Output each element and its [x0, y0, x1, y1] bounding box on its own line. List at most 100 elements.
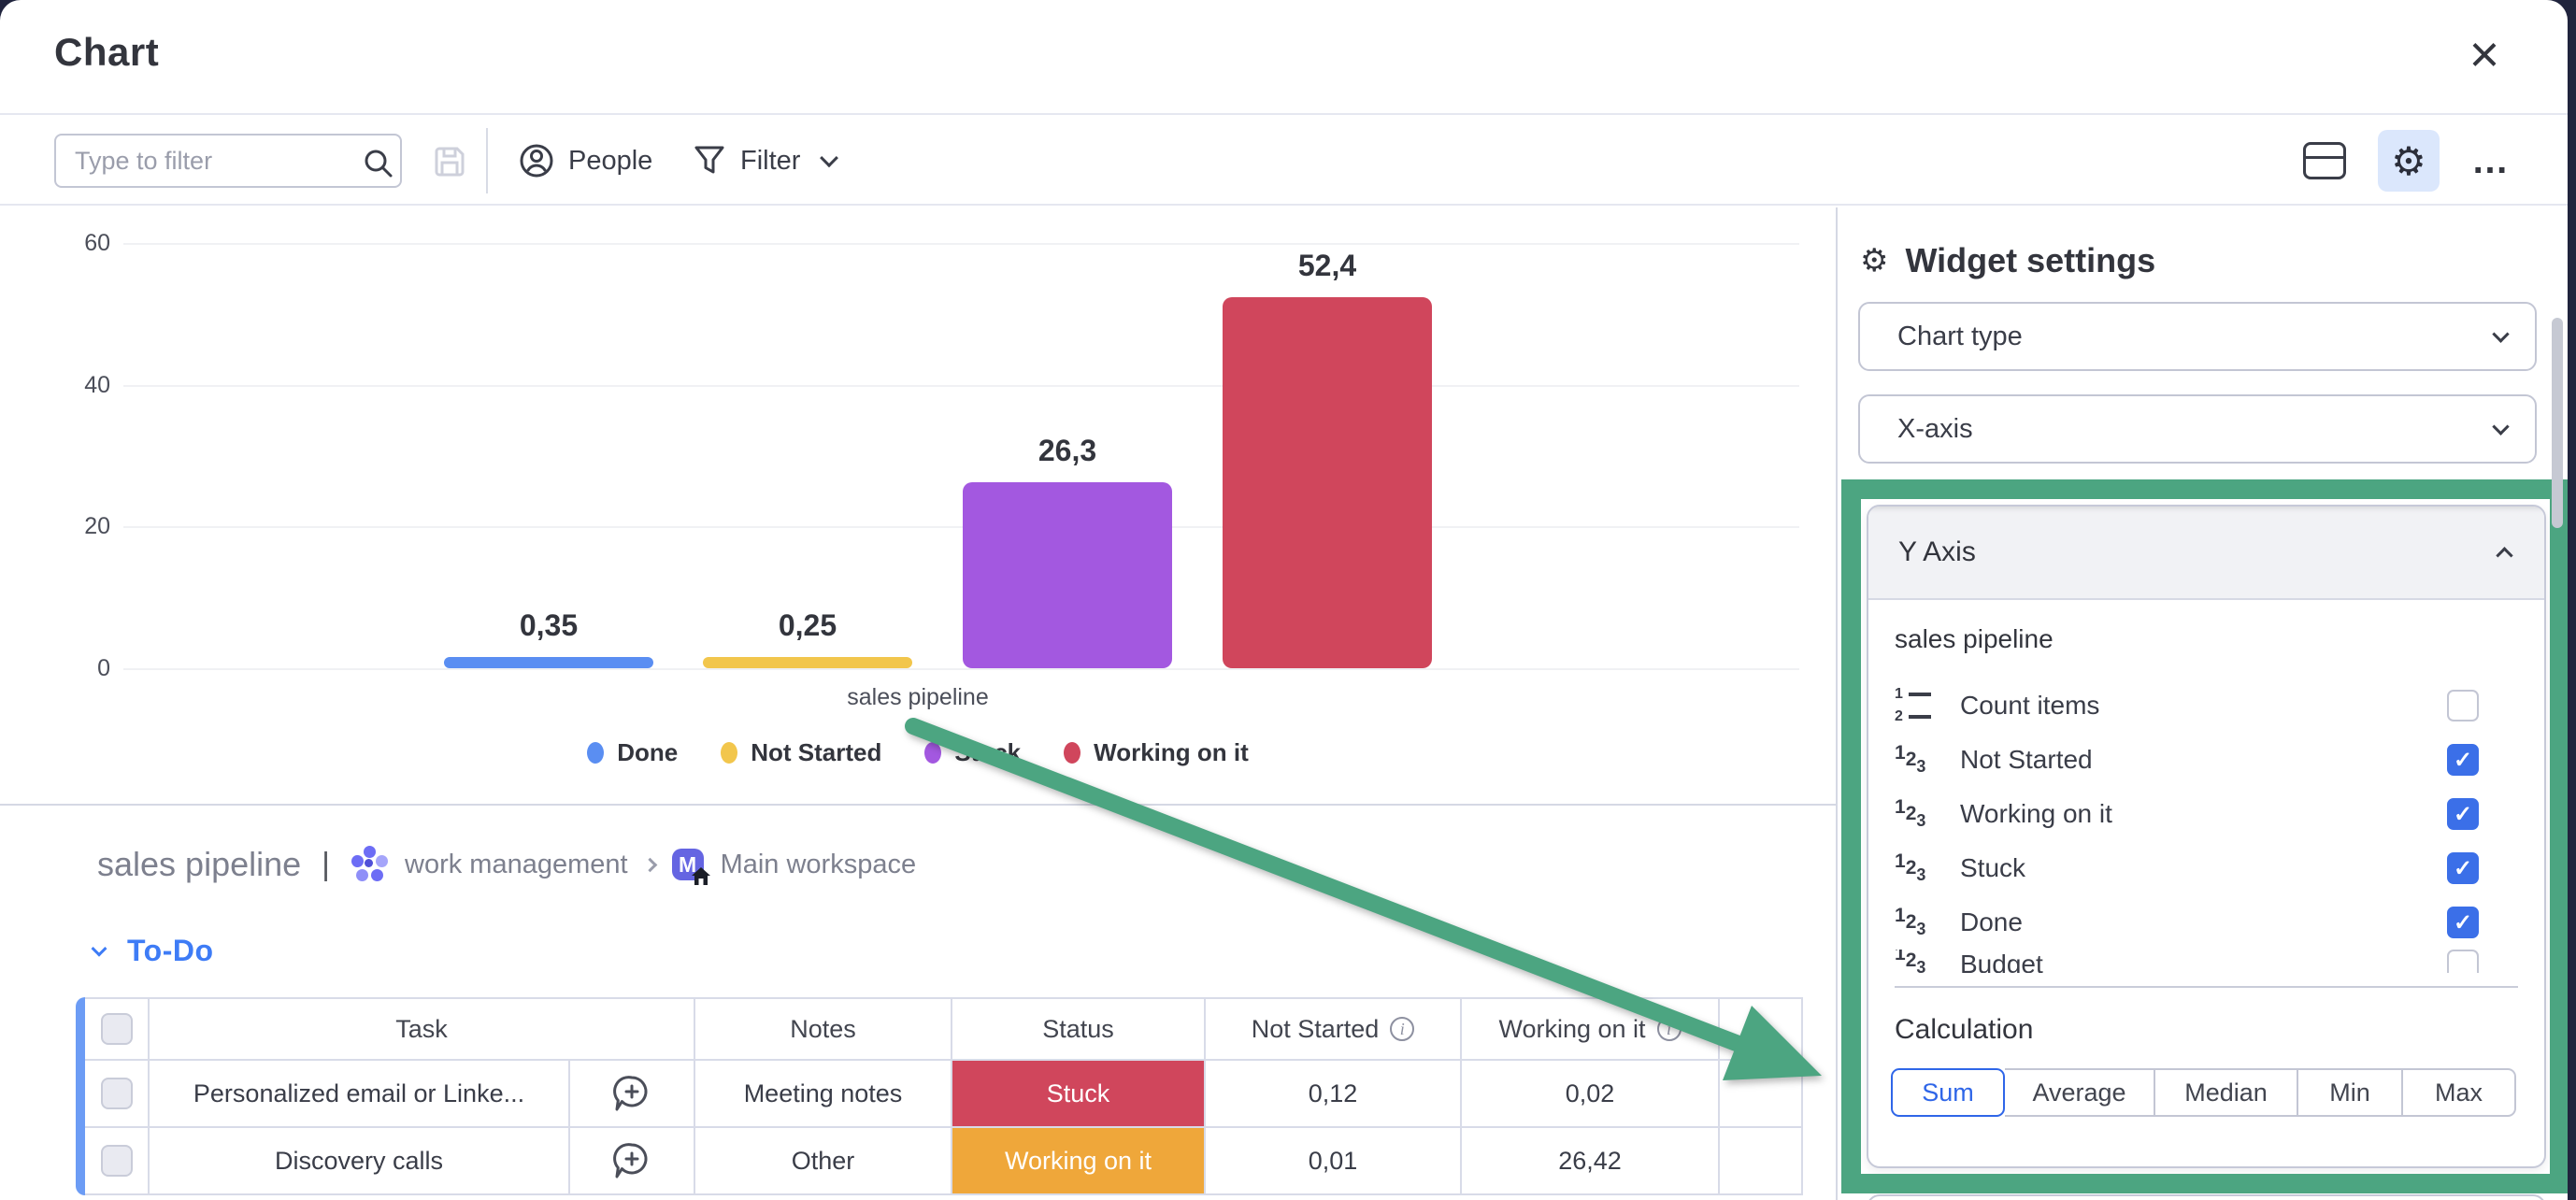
group-todo[interactable]: To-Do — [91, 934, 214, 968]
status-cell[interactable]: Working on it — [951, 1128, 1204, 1195]
calc-max-button[interactable]: Max — [2403, 1068, 2516, 1117]
item-checkbox[interactable]: ✓ — [2447, 907, 2479, 938]
panel-title: ⚙ Widget settings — [1860, 241, 2155, 280]
add-update-cell[interactable] — [568, 1128, 694, 1195]
item-label: Budget — [1960, 950, 2043, 973]
task-cell[interactable]: Discovery calls — [148, 1128, 568, 1195]
item-checkbox[interactable]: ✓ — [2447, 798, 2479, 830]
add-update-icon[interactable] — [611, 1140, 652, 1181]
task-cell[interactable]: Personalized email or Linke... — [148, 1061, 568, 1128]
calc-median-button[interactable]: Median — [2155, 1068, 2298, 1117]
working-on-it-cell[interactable]: 0,02 — [1460, 1061, 1718, 1128]
row-select-cell — [85, 1061, 148, 1128]
gridline — [123, 384, 1799, 387]
calculation-segmented-control: Sum Average Median Min Max — [1891, 1068, 2544, 1117]
save-icon[interactable] — [432, 144, 467, 179]
more-options-icon[interactable]: … — [2471, 139, 2512, 181]
app-name[interactable]: work management — [405, 849, 628, 879]
board-table: Task Notes Status Not Started i Working on it… — [76, 997, 1803, 1195]
x-axis-label: X-axis — [1897, 413, 1973, 444]
table-grid: Task Notes Status Not Started i Working on it… — [85, 997, 1803, 1195]
item-checkbox[interactable]: ✓ — [2447, 744, 2479, 776]
chart-type-dropdown[interactable]: Chart type — [1858, 302, 2537, 371]
legend-dot — [924, 741, 942, 764]
calc-sum-button[interactable]: Sum — [1891, 1068, 2005, 1117]
bar-value-label: 52,4 — [1297, 248, 1357, 282]
settings-gear-button[interactable]: ⚙ — [2378, 130, 2440, 192]
notes-cell[interactable]: Meeting notes — [694, 1061, 951, 1128]
calc-average-button[interactable]: Average — [2005, 1068, 2155, 1117]
column-group-label: sales pipeline — [1895, 624, 2054, 653]
home-icon — [691, 867, 710, 885]
toolbar-divider — [486, 128, 488, 193]
notes-cell[interactable]: Other — [694, 1128, 951, 1195]
y-axis-item-not-started[interactable]: 1 2 3 Not Started ✓ — [1868, 733, 2544, 787]
legend-dot — [721, 741, 738, 764]
legend-item[interactable]: Stuck — [924, 738, 1021, 767]
not-started-cell[interactable]: 0,12 — [1204, 1061, 1460, 1128]
y-tick-label: 0 — [97, 655, 110, 681]
next-section-partial[interactable] — [1867, 1194, 2546, 1200]
legend-item[interactable]: Working on it — [1064, 738, 1249, 767]
people-button[interactable]: People — [505, 126, 665, 195]
row-checkbox[interactable] — [100, 1145, 133, 1177]
add-update-icon[interactable] — [611, 1073, 652, 1114]
item-checkbox[interactable] — [2447, 690, 2479, 721]
y-axis-item-count-items[interactable]: 1 2 Count items — [1868, 679, 2544, 733]
y-axis-item-working-on-it[interactable]: 1 2 3 Working on it ✓ — [1868, 787, 2544, 841]
info-icon[interactable]: i — [1390, 1017, 1415, 1041]
row-select-cell — [85, 1128, 148, 1195]
y-axis-item-budget[interactable]: 1 2 3 Budget — [1868, 950, 2544, 973]
column-header-status[interactable]: Status — [951, 999, 1204, 1061]
item-checkbox[interactable] — [2447, 950, 2479, 973]
board-name[interactable]: sales pipeline — [97, 845, 302, 883]
select-all-checkbox[interactable] — [100, 1013, 133, 1045]
calc-min-button[interactable]: Min — [2298, 1068, 2403, 1117]
legend-item[interactable]: Not Started — [721, 738, 881, 767]
breadcrumb-separator: | — [322, 846, 330, 882]
workspace-name[interactable]: Main workspace — [720, 849, 917, 879]
working-on-it-cell[interactable]: 26,42 — [1460, 1128, 1718, 1195]
select-all-cell — [85, 999, 148, 1061]
breadcrumb: sales pipeline | work management M Main … — [97, 845, 917, 885]
x-axis-dropdown[interactable]: X-axis — [1858, 394, 2537, 464]
filter-button[interactable]: Filter — [679, 126, 849, 195]
y-axis-section: Y Axis sales pipeline 1 2 Count items 1 2 3 No… — [1867, 505, 2546, 1168]
y-axis-header[interactable]: Y Axis — [1868, 507, 2544, 600]
info-icon[interactable]: i — [1656, 1017, 1682, 1041]
y-axis-item-stuck[interactable]: 1 2 3 Stuck ✓ — [1868, 841, 2544, 895]
chart-type-label: Chart type — [1897, 321, 2023, 351]
funnel-icon — [694, 146, 724, 174]
split-view-icon[interactable] — [2303, 142, 2346, 179]
scrollbar-thumb[interactable] — [2552, 318, 2563, 528]
chevron-down-icon — [820, 149, 839, 168]
gear-icon: ⚙ — [2391, 138, 2426, 183]
status-cell[interactable]: Stuck — [951, 1061, 1204, 1128]
column-header-not-started[interactable]: Not Started i — [1204, 999, 1460, 1061]
gridline — [123, 526, 1799, 529]
add-update-cell[interactable] — [568, 1061, 694, 1128]
chevron-right-icon — [642, 857, 657, 872]
y-axis-column-list: 1 2 Count items 1 2 3 Not Started ✓ 1 2 3 Working o… — [1868, 679, 2544, 973]
bar-not-started[interactable] — [703, 657, 912, 668]
column-header-notes[interactable]: Notes — [694, 999, 951, 1061]
bar-value-label: 0,35 — [519, 608, 579, 642]
column-header-working-on-it[interactable]: Working on it i — [1460, 999, 1718, 1061]
bar-stuck[interactable] — [963, 481, 1172, 668]
column-header-task[interactable]: Task — [148, 999, 694, 1061]
widget-settings-panel: ⚙ Widget settings Chart type X-axis Y Ax… — [1836, 207, 2568, 1200]
y-axis-item-done[interactable]: 1 2 3 Done ✓ — [1868, 895, 2544, 950]
not-started-cell[interactable]: 0,01 — [1204, 1128, 1460, 1195]
bar-done[interactable] — [444, 657, 653, 668]
chevron-up-icon — [2496, 546, 2513, 564]
search-input[interactable] — [54, 134, 402, 188]
legend-item[interactable]: Done — [587, 738, 678, 767]
collapse-group-icon[interactable] — [91, 940, 107, 957]
row-checkbox[interactable] — [100, 1078, 133, 1109]
modal-header: Chart × — [0, 0, 2568, 115]
item-checkbox[interactable]: ✓ — [2447, 852, 2479, 884]
bar-working-on-it[interactable] — [1223, 296, 1432, 668]
close-icon[interactable]: × — [2469, 23, 2500, 83]
